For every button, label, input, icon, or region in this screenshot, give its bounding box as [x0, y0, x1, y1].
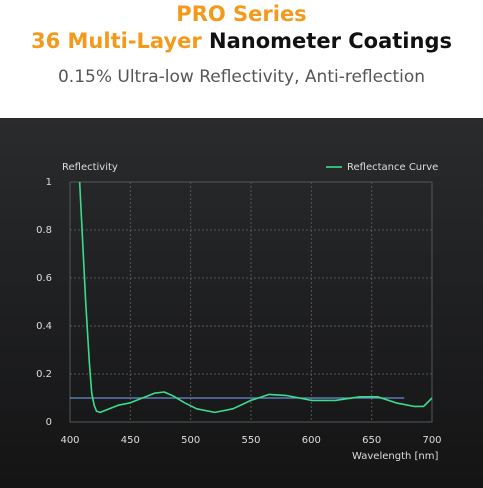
- title: PRO Series: [176, 2, 307, 26]
- chart: Reflectivity Wavelength [nm] 0 0.2 0.4 0.6 0…: [0, 118, 483, 488]
- panel: [0, 118, 483, 488]
- y-tick-label: 1: [46, 177, 52, 188]
- y-tick-label: 0: [46, 417, 52, 428]
- x-tick-label: 600: [302, 435, 321, 446]
- x-tick-label: 700: [422, 435, 441, 446]
- x-tick-label: 500: [181, 435, 200, 446]
- y-tick-label: 0.2: [36, 369, 52, 380]
- legend-label: Reflectance Curve: [347, 162, 438, 173]
- subtitle: 0.15% Ultra-low Reflectivity, Anti-refle…: [57, 67, 426, 87]
- title-rest: Nanometer Coatings: [209, 29, 452, 53]
- title-accent: 36 Multi-Layer: [31, 29, 202, 53]
- y-tick-label: 0.4: [36, 321, 52, 332]
- header: PRO Series 36 Multi-Layer Nanometer Coat…: [0, 0, 483, 118]
- x-tick-label: 400: [60, 435, 79, 446]
- x-tick-label: 650: [362, 435, 381, 446]
- y-tick-label: 0.8: [36, 225, 52, 236]
- line-series: [78, 181, 433, 414]
- x-tick-label: 550: [241, 435, 260, 446]
- title: 36 Multi-Layer Nanometer Coatings: [0, 29, 483, 53]
- y-axis-label: Reflectivity: [62, 162, 118, 173]
- y-tick-label: 0.6: [36, 273, 52, 284]
- x-tick-label: 450: [121, 435, 140, 446]
- x-axis-label: Wavelength [nm]: [352, 451, 438, 462]
